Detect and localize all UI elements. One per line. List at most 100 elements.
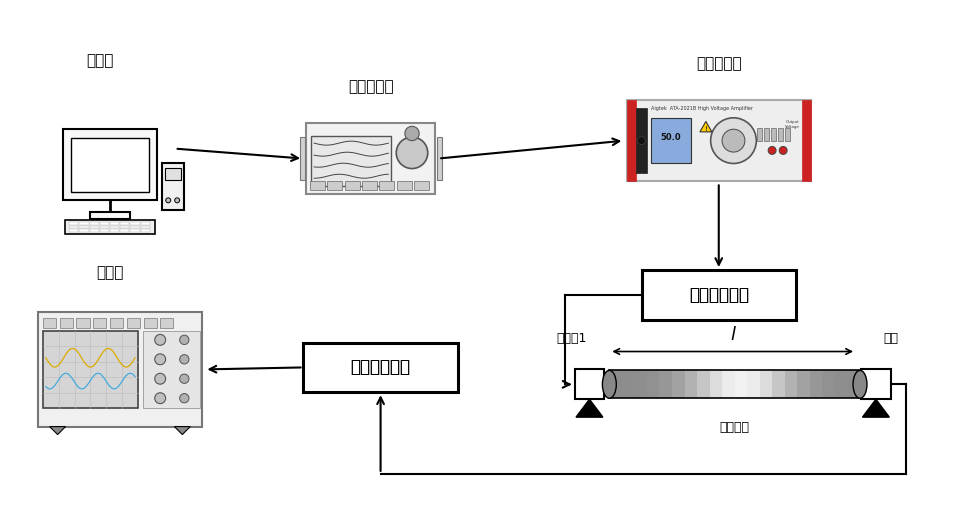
Text: 示波器: 示波器 [97, 265, 124, 280]
Bar [575, 369, 604, 399]
Bar [120, 229, 130, 231]
Bar [93, 318, 106, 328]
Bar [622, 370, 635, 398]
Bar [120, 226, 130, 228]
Bar [627, 100, 811, 181]
Bar [311, 136, 391, 186]
Text: 50.0: 50.0 [661, 134, 681, 142]
Circle shape [637, 137, 645, 145]
Bar [131, 229, 140, 231]
Circle shape [711, 118, 756, 163]
Bar [69, 229, 78, 231]
Text: 上位机: 上位机 [87, 53, 114, 68]
Bar [785, 370, 797, 398]
Bar [79, 222, 89, 225]
Circle shape [166, 198, 171, 203]
Bar [847, 370, 861, 398]
Bar [100, 222, 109, 225]
Text: 换能刨1: 换能刨1 [556, 332, 587, 345]
Text: 石墨电极: 石墨电极 [719, 421, 750, 434]
Polygon shape [863, 399, 889, 417]
Bar [38, 312, 202, 426]
Bar [141, 222, 150, 225]
Bar [823, 370, 835, 398]
Bar [764, 128, 769, 140]
Bar [110, 222, 119, 225]
Bar [641, 270, 795, 320]
Bar [759, 370, 773, 398]
Bar [771, 128, 776, 140]
Circle shape [180, 335, 189, 345]
Bar [627, 100, 636, 181]
Bar [79, 226, 89, 228]
Bar [43, 331, 138, 408]
Bar [71, 138, 148, 192]
Ellipse shape [602, 370, 616, 398]
Bar [722, 370, 735, 398]
Text: 阻抗匹配电路: 阻抗匹配电路 [689, 286, 749, 304]
Circle shape [155, 393, 166, 404]
Bar [834, 370, 848, 398]
Bar [90, 229, 99, 231]
Bar [162, 163, 184, 210]
Bar [327, 181, 343, 190]
Circle shape [768, 147, 776, 154]
Bar [141, 229, 150, 231]
Bar [90, 222, 99, 225]
Bar [861, 369, 891, 399]
Bar [380, 181, 394, 190]
Circle shape [405, 126, 419, 140]
Bar [110, 226, 119, 228]
Bar [100, 229, 109, 231]
Text: 功率放大器: 功率放大器 [696, 56, 742, 71]
Bar [62, 129, 157, 200]
Bar [396, 181, 412, 190]
Ellipse shape [853, 370, 867, 398]
Circle shape [155, 334, 166, 345]
Circle shape [180, 374, 189, 383]
Bar [160, 318, 174, 328]
Bar [810, 370, 823, 398]
Bar [142, 331, 200, 408]
Bar [710, 370, 722, 398]
Bar [647, 370, 660, 398]
Polygon shape [700, 122, 712, 132]
Bar [362, 181, 377, 190]
Bar [672, 370, 685, 398]
Text: 低通滤波电路: 低通滤波电路 [350, 358, 411, 376]
Bar [79, 229, 89, 231]
Bar [634, 370, 647, 398]
Bar [801, 100, 811, 181]
Bar [310, 181, 325, 190]
Bar [660, 370, 672, 398]
Bar [131, 222, 140, 225]
Bar [90, 212, 130, 219]
Bar [69, 226, 78, 228]
Bar [110, 229, 119, 231]
Bar [437, 137, 442, 180]
Text: 阻抗匹配电路: 阻抗匹配电路 [689, 286, 749, 304]
Bar [757, 128, 762, 140]
Text: !: ! [705, 126, 708, 133]
Bar [300, 137, 305, 180]
Bar [697, 370, 711, 398]
Text: 信号发生器: 信号发生器 [347, 79, 393, 94]
Text: 低通滤波电路: 低通滤波电路 [350, 358, 411, 376]
Bar [306, 123, 435, 194]
Bar [345, 181, 360, 190]
Bar [141, 226, 150, 228]
Bar [304, 343, 458, 392]
Bar [143, 318, 156, 328]
Circle shape [779, 147, 787, 154]
Bar [779, 128, 783, 140]
Bar [120, 222, 130, 225]
Bar [127, 318, 140, 328]
Text: Aigtek  ATA-2021B High Voltage Amplifier: Aigtek ATA-2021B High Voltage Amplifier [651, 106, 752, 111]
Bar [43, 318, 56, 328]
Polygon shape [50, 426, 65, 435]
Text: l: l [730, 326, 735, 344]
Bar [609, 370, 860, 398]
Text: 换能: 换能 [883, 332, 898, 345]
Bar [100, 226, 109, 228]
Circle shape [155, 373, 166, 384]
